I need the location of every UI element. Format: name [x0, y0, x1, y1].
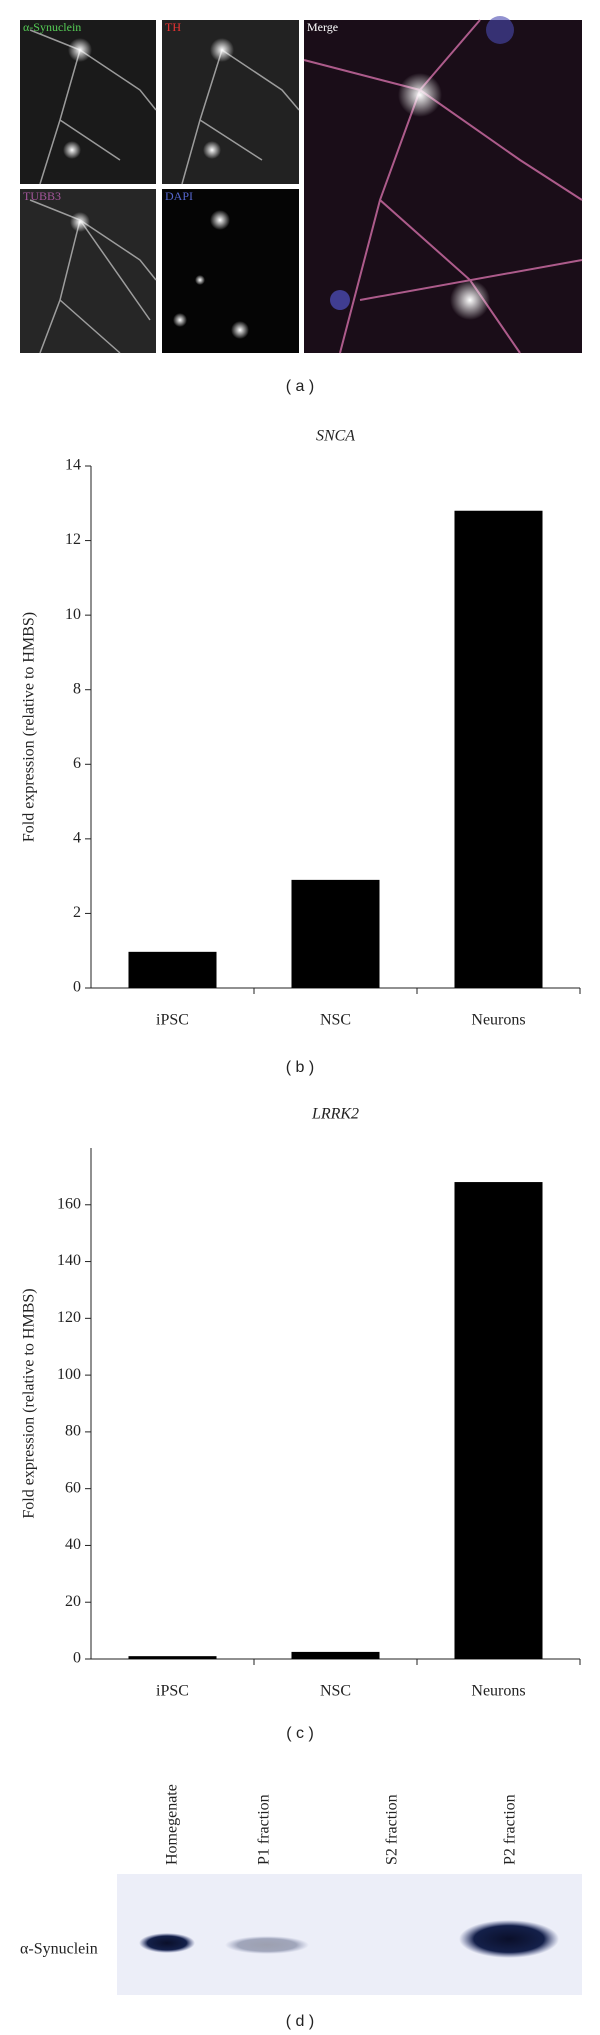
y-tick-label: 60	[65, 1479, 81, 1496]
x-tick-label: NSC	[320, 1683, 351, 1700]
y-tick-label: 140	[57, 1252, 81, 1269]
bar	[291, 879, 380, 988]
y-tick-label: 14	[65, 457, 81, 474]
image-label: TUBB3	[23, 189, 61, 203]
image-label: DAPI	[165, 189, 193, 203]
x-tick-label: NSC	[320, 1012, 351, 1029]
lane-label: P1 fraction	[256, 1794, 273, 1865]
caption: ( b )	[286, 1059, 314, 1076]
lane-label: P2 fraction	[502, 1794, 519, 1865]
y-axis-label: Fold expression (relative to HMBS)	[21, 612, 38, 842]
bar	[128, 1656, 217, 1659]
bar	[291, 1651, 380, 1659]
lane-label: S2 fraction	[384, 1794, 401, 1865]
protein-label: α-Synuclein	[20, 1941, 98, 1958]
image-label: α-Synuclein	[23, 20, 81, 34]
y-tick-label: 4	[73, 830, 81, 847]
y-tick-label: 6	[73, 755, 81, 772]
y-tick-label: 120	[57, 1309, 81, 1326]
chart-title: LRRK2	[311, 1106, 359, 1123]
bar	[128, 951, 217, 988]
y-tick-label: 0	[73, 979, 81, 996]
y-tick-label: 20	[65, 1593, 81, 1610]
microscopy	[20, 16, 583, 354]
y-tick-label: 0	[73, 1650, 81, 1667]
y-tick-label: 12	[65, 531, 81, 548]
blot-band	[225, 1936, 309, 1954]
blot-band	[459, 1920, 559, 1958]
caption: ( a )	[286, 378, 314, 395]
caption: ( c )	[286, 1725, 314, 1742]
y-tick-label: 160	[57, 1195, 81, 1212]
caption: ( d )	[286, 2013, 314, 2030]
image-label: Merge	[307, 20, 338, 34]
x-tick-label: Neurons	[471, 1012, 525, 1029]
y-tick-label: 80	[65, 1423, 81, 1440]
bar	[454, 510, 543, 988]
y-tick-label: 8	[73, 680, 81, 697]
y-tick-label: 10	[65, 606, 81, 623]
bar	[454, 1182, 543, 1659]
y-tick-label: 2	[73, 904, 81, 921]
image-label: TH	[165, 20, 181, 34]
x-tick-label: iPSC	[156, 1683, 189, 1700]
x-tick-label: iPSC	[156, 1012, 189, 1029]
y-tick-label: 100	[57, 1366, 81, 1383]
y-axis-label: Fold expression (relative to HMBS)	[21, 1288, 38, 1518]
blot-band	[139, 1933, 195, 1953]
y-tick-label: 40	[65, 1536, 81, 1553]
chart-title: SNCA	[316, 428, 355, 445]
x-tick-label: Neurons	[471, 1683, 525, 1700]
lane-label: Homegenate	[164, 1784, 181, 1865]
